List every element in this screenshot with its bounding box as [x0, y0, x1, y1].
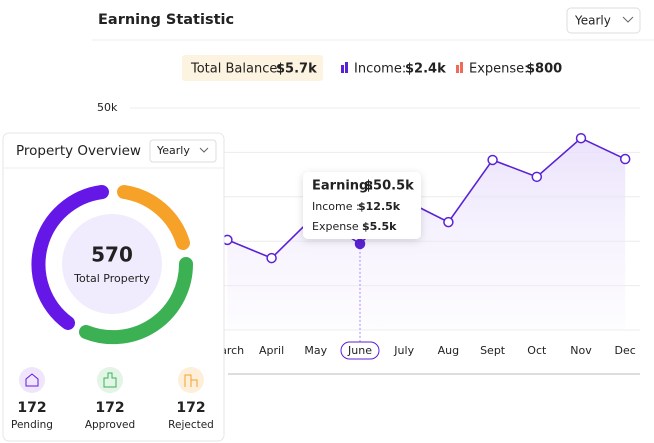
point	[266, 252, 277, 264]
icon	[103, 372, 117, 388]
tooltip-value: $5.5k	[362, 220, 397, 233]
total-label: Total Property	[73, 272, 150, 285]
stat-value: 172	[176, 400, 205, 416]
x-tick-label: Nov	[570, 344, 592, 357]
y-tick-label: 50k	[97, 101, 118, 114]
x-tick-label: Aug	[438, 344, 459, 357]
icon	[184, 374, 198, 387]
chevron	[622, 16, 634, 23]
icon	[25, 373, 39, 387]
donut-center	[62, 214, 162, 314]
x-tick-label: Dec	[615, 344, 636, 357]
area	[227, 138, 626, 330]
stat-label: Rejected	[168, 419, 214, 431]
stat-label: Pending	[11, 419, 53, 431]
x-tick-label: July	[393, 344, 414, 357]
balance-value: $5.7k	[276, 62, 317, 77]
tooltip-value: $12.5k	[358, 200, 401, 213]
expense-value: $800	[526, 62, 562, 77]
balance-label: Total Balance:	[190, 62, 282, 77]
expense-icon	[460, 62, 463, 73]
property-panel: Property Overview Yearly 570 Total Prope…	[2, 132, 225, 442]
expense-icon	[456, 65, 459, 73]
x-tick-label: Oct	[527, 344, 547, 357]
x-tick-label: June	[347, 344, 372, 357]
tooltip-label: Earning:	[312, 179, 374, 194]
point	[443, 216, 454, 228]
tooltip-box	[303, 172, 421, 239]
donut-segment	[117, 185, 190, 250]
point	[487, 154, 498, 166]
tooltip: Earning: $50.5k Income : $12.5k Expense …	[303, 172, 421, 239]
total: 570	[91, 243, 133, 267]
period-select[interactable]	[566, 7, 641, 34]
point	[531, 171, 543, 183]
tooltip-label: Expense :	[312, 220, 366, 233]
point	[619, 153, 631, 165]
selected-pill[interactable]	[340, 341, 380, 360]
period-select[interactable]	[149, 139, 217, 163]
tooltip-label: Income :	[312, 200, 360, 213]
x-tick-label: April	[259, 344, 284, 357]
income-label: Income:	[354, 62, 406, 77]
stat-label: Approved	[85, 419, 135, 431]
point	[575, 132, 587, 144]
icon-bg	[97, 367, 123, 393]
tooltip-value: $50.5k	[364, 179, 414, 194]
expense-label: Expense:	[469, 62, 529, 77]
stats: 172 Pending 172 Approved 172 Rejected	[11, 400, 214, 431]
title: Earning Statistic	[98, 12, 234, 28]
x-tick-label: May	[304, 344, 327, 357]
period-text: Yearly	[574, 14, 611, 28]
x-tick-label: Sept	[480, 344, 506, 357]
donut-segment	[31, 185, 109, 330]
chevron	[199, 147, 209, 153]
panel-title: Property Overview	[16, 143, 141, 159]
period-text: Yearly	[156, 144, 190, 157]
income-icon	[345, 62, 348, 73]
balance-pill	[182, 55, 323, 81]
donut-segment	[79, 257, 194, 345]
point	[354, 238, 366, 250]
income-value: $2.4k	[405, 62, 446, 77]
line	[227, 137, 626, 260]
icon-bg	[19, 367, 45, 393]
income-icon	[341, 65, 344, 73]
stat-value: 172	[17, 400, 46, 416]
stat-value: 172	[95, 400, 124, 416]
